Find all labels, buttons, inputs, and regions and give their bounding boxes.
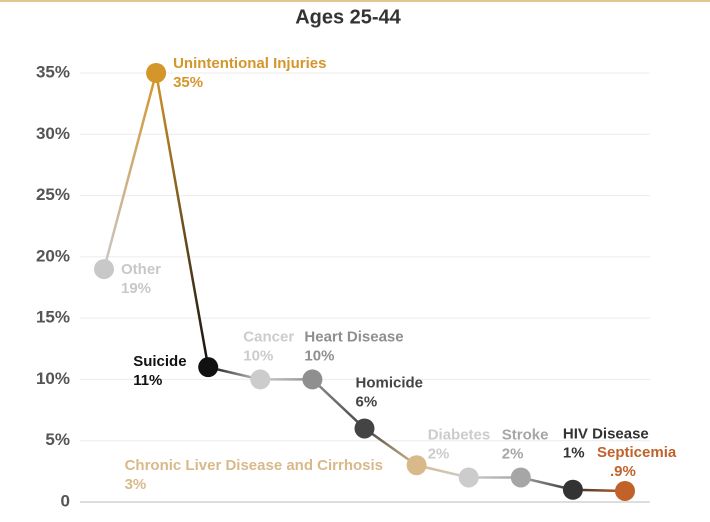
category-label: Heart Disease (304, 328, 403, 345)
point (615, 480, 635, 501)
point (406, 455, 427, 476)
point (302, 369, 323, 390)
category-label: Cancer (243, 328, 294, 345)
value-label: .9% (610, 463, 636, 480)
value-label: 19% (121, 280, 151, 297)
value-label: 11% (133, 372, 162, 389)
point (198, 357, 219, 378)
y-tick-label: 15% (36, 308, 70, 327)
point (458, 467, 479, 488)
y-tick-label: 10% (36, 369, 70, 388)
category-label: Homicide (356, 374, 424, 391)
value-label: 35% (173, 74, 203, 91)
point (562, 479, 583, 500)
y-tick-label: 30% (36, 124, 70, 143)
point (510, 467, 531, 488)
point (250, 369, 271, 390)
point (354, 418, 375, 439)
value-label: 1% (563, 445, 585, 462)
category-label: Diabetes (428, 426, 491, 443)
point (146, 63, 167, 83)
value-label: 2% (502, 445, 524, 462)
y-tick-label: 25% (36, 185, 70, 204)
y-tick-label: 5% (45, 430, 70, 449)
value-label: 10% (243, 347, 273, 364)
y-tick-label: 0 (61, 491, 70, 510)
category-label: Unintentional Injuries (173, 55, 326, 72)
point (94, 259, 114, 280)
category-label: Suicide (133, 353, 186, 370)
category-label: HIV Disease (563, 426, 649, 443)
value-label: 2% (428, 445, 450, 462)
category-label: Septicemia (597, 444, 677, 461)
category-label: Chronic Liver Disease and Cirrhosis (125, 457, 383, 474)
category-label: Stroke (502, 426, 549, 443)
y-tick-label: 20% (36, 246, 70, 265)
chart-title: Ages 25-44 (295, 6, 401, 28)
y-tick-label: 35% (36, 62, 70, 81)
category-label: Other (121, 261, 161, 278)
value-label: 10% (304, 347, 334, 364)
value-label: 3% (125, 476, 147, 493)
value-label: 6% (356, 393, 378, 410)
